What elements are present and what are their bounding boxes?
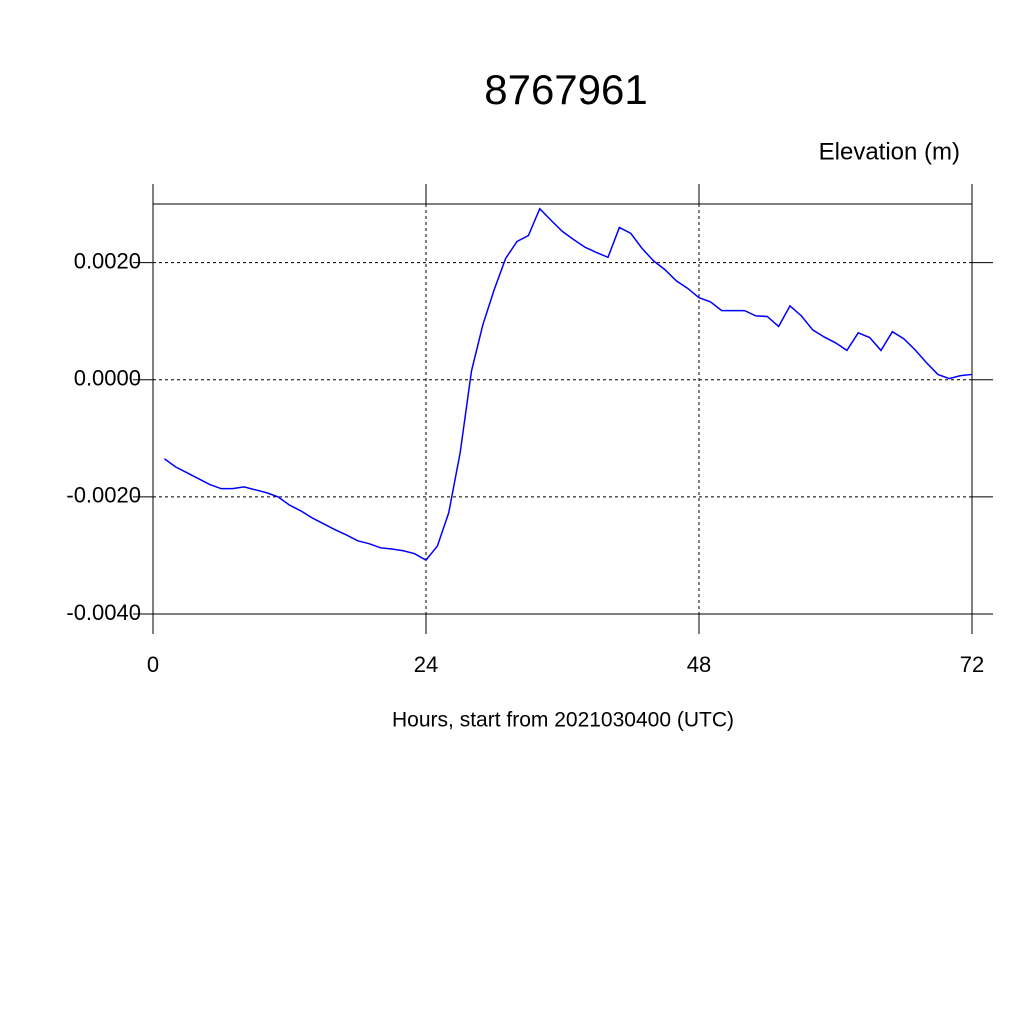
x-tick-label: 24 [414, 652, 438, 677]
x-tick-label: 48 [687, 652, 711, 677]
x-axis-label: Hours, start from 2021030400 (UTC) [392, 709, 734, 732]
y-tick-label: 0.0000 [74, 366, 141, 391]
x-tick-label: 72 [960, 652, 984, 677]
y-axis-label: Elevation (m) [819, 138, 960, 165]
y-tick-label: -0.0040 [66, 600, 141, 625]
y-tick-label: 0.0020 [74, 248, 141, 273]
y-tick-label: -0.0020 [66, 483, 141, 508]
x-tick-label: 0 [147, 652, 159, 677]
chart-title: 8767961 [484, 66, 648, 113]
plot-frame [152, 203, 973, 615]
data-line [163, 207, 973, 562]
